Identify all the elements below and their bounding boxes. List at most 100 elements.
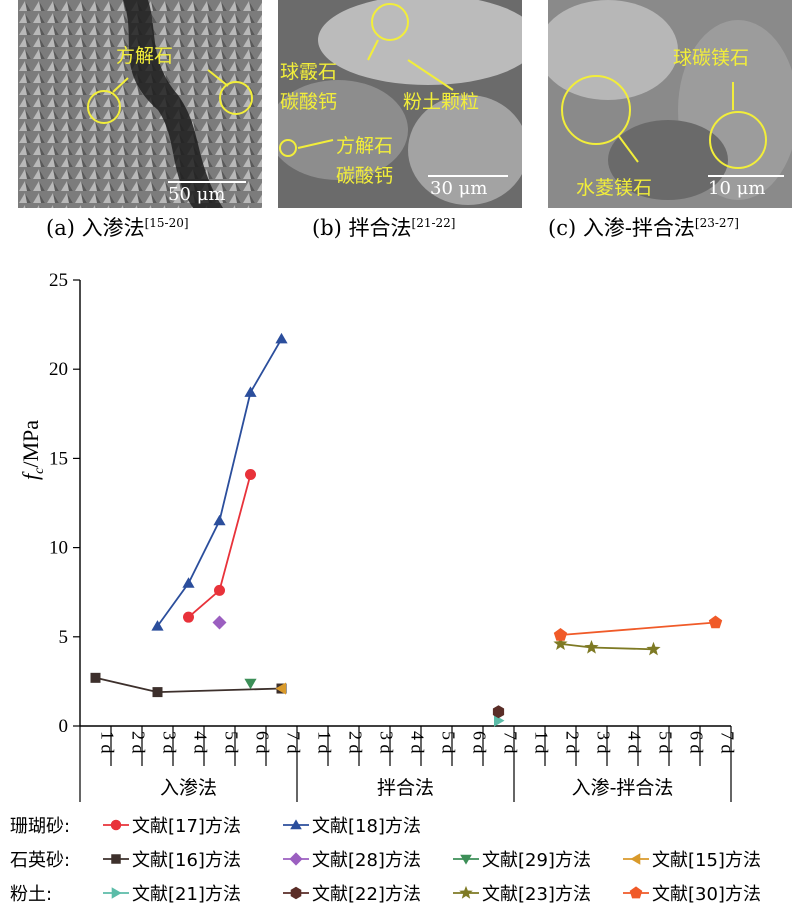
series-line	[156, 338, 283, 627]
caption-a-text: (a) 入渗法	[46, 216, 145, 240]
x-tick-label: 5 d	[656, 731, 676, 754]
x-group-label: 入渗法	[160, 777, 217, 799]
sem-label-c-0: 球碳镁石	[673, 47, 749, 69]
data-point	[245, 468, 256, 480]
legend-swatch	[103, 854, 129, 864]
legend-swatch	[453, 854, 479, 865]
data-point	[492, 705, 505, 719]
caption-c-ref: [23-27]	[694, 216, 739, 230]
series-0	[183, 468, 256, 623]
legend-swatch	[103, 887, 129, 899]
x-tick-label: 1 d	[98, 731, 118, 754]
data-point	[244, 386, 257, 397]
sem-image-a: 方解石 50 μm	[18, 0, 262, 208]
x-tick-label: 3 d	[160, 731, 180, 754]
legend-swatch	[103, 819, 129, 831]
sem-label-c-1: 水菱镁石	[576, 177, 652, 199]
x-tick-label: 1 d	[315, 731, 335, 754]
sem-image-b: 球霰石 碳酸钙 粉土颗粒 方解石 碳酸钙 30 μm	[278, 0, 522, 208]
x-tick-label: 5 d	[439, 731, 459, 754]
sem-micrograph-c: 球碳镁石 水菱镁石 10 μm	[548, 0, 792, 208]
legend-swatch-marker	[290, 886, 302, 900]
legend-label: 文献[30]方法	[652, 884, 761, 905]
y-tick-label: 10	[49, 538, 68, 559]
legend-label: 文献[15]方法	[652, 850, 761, 871]
sem-label-b-0: 球霰石	[280, 61, 337, 83]
x-tick-label: 6 d	[687, 731, 707, 754]
x-tick-label: 4 d	[625, 731, 645, 754]
data-point	[244, 678, 257, 690]
legend-swatch-marker	[111, 887, 122, 899]
legend-category-coral: 珊瑚砂:	[10, 816, 71, 837]
x-tick-label: 2 d	[346, 731, 366, 754]
caption-c: (c) 入渗-拌合法[23-27]	[548, 212, 739, 242]
data-point	[708, 615, 723, 629]
caption-a-ref: [15-20]	[144, 216, 189, 230]
data-point	[494, 714, 505, 727]
chart-legend: 珊瑚砂: 文献[17]方法 文献[18]方法 石英砂: 文献[16]方法 文献[…	[10, 812, 800, 908]
sem-label-b-2: 粉土颗粒	[403, 91, 479, 113]
legend-label: 文献[16]方法	[132, 850, 241, 871]
caption-b: (b) 拌合法[21-22]	[312, 212, 455, 242]
series-5	[275, 682, 286, 695]
x-tick-label: 1 d	[532, 731, 552, 754]
series-4	[244, 678, 257, 690]
chart-series	[90, 332, 723, 727]
legend-swatch-marker	[111, 854, 121, 864]
scale-bar-b: 30 μm	[430, 178, 487, 199]
legend-swatch	[283, 886, 309, 900]
x-tick-label: 6 d	[253, 731, 273, 754]
data-point	[275, 332, 288, 344]
chart-axes: 0 5 10 15 20 25 1 d 2 d 3 d 4 d 5 d 6 d 7 d 入渗法 1 d 2 d…	[49, 270, 738, 802]
sem-label-b-3: 方解石	[336, 135, 393, 157]
legend-label: 文献[17]方法	[132, 816, 241, 837]
y-tick-label: 5	[59, 627, 69, 648]
series-1	[151, 332, 288, 631]
y-tick-label: 15	[49, 448, 68, 469]
sem-label-a-0: 方解石	[116, 45, 173, 67]
x-tick-label: 4 d	[408, 731, 428, 754]
series-8	[553, 636, 661, 656]
data-point	[90, 672, 101, 683]
scale-bar-c: 10 μm	[708, 178, 765, 199]
legend-label: 文献[18]方法	[312, 816, 421, 837]
legend-category-silt: 粉土:	[10, 884, 53, 905]
legend-label: 文献[22]方法	[312, 884, 421, 905]
sem-label-b-1: 碳酸钙	[280, 91, 337, 113]
sem-image-c: 球碳镁石 水菱镁石 10 μm	[548, 0, 792, 208]
data-point	[151, 620, 164, 631]
x-tick-label: 2 d	[563, 731, 583, 754]
series-9	[553, 615, 723, 641]
legend-swatch-marker	[110, 819, 122, 831]
x-tick-label: 4 d	[191, 731, 211, 754]
x-tick-label: 7 d	[284, 731, 304, 754]
data-point	[553, 628, 568, 641]
legend-category-quartz: 石英砂:	[10, 850, 71, 871]
data-point	[152, 687, 163, 698]
sem-micrograph-b: 球霰石 碳酸钙 粉土颗粒 方解石 碳酸钙 30 μm	[278, 0, 522, 208]
series-line	[560, 643, 654, 651]
y-axis-label-main: f	[18, 471, 43, 480]
scale-bar-a: 50 μm	[168, 184, 225, 205]
legend-swatch-marker	[289, 852, 303, 866]
data-point	[646, 641, 661, 656]
legend-label: 文献[29]方法	[482, 850, 591, 871]
caption-b-ref: [21-22]	[411, 216, 456, 230]
y-axis-label-unit: /MPa	[18, 420, 43, 468]
caption-b-text: (b) 拌合法	[312, 216, 412, 240]
caption-c-text: (c) 入渗-拌合法	[548, 216, 695, 240]
y-tick-label: 20	[49, 359, 68, 380]
legend-swatch-marker	[629, 886, 643, 899]
legend-swatch	[623, 886, 649, 899]
data-point	[584, 640, 599, 654]
y-tick-label: 0	[59, 716, 69, 737]
series-2	[90, 672, 287, 698]
x-tick-label: 6 d	[470, 731, 490, 754]
legend-swatch-marker	[290, 819, 302, 830]
x-tick-label: 7 d	[501, 731, 521, 754]
caption-a: (a) 入渗法[15-20]	[46, 212, 189, 242]
data-point	[183, 611, 194, 623]
y-axis-label: fc/MPa	[18, 420, 47, 480]
legend-swatch	[453, 885, 479, 899]
data-point	[553, 636, 568, 650]
